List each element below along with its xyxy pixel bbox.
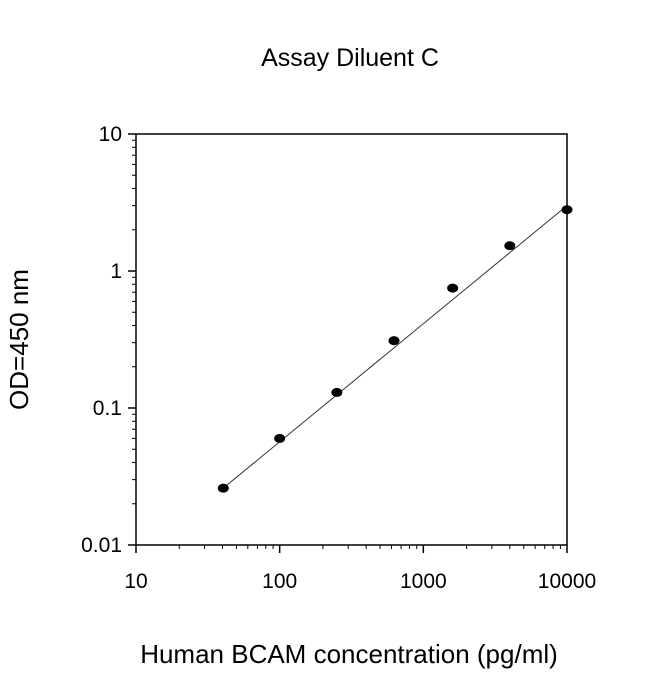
data-point [388, 336, 400, 346]
y-axis: 0.01 0.1 1 10 [81, 123, 136, 557]
data-point [217, 483, 229, 493]
data-point [447, 283, 459, 293]
regression-line [222, 205, 568, 489]
x-tick-label: 10 [124, 570, 147, 593]
y-axis-label: OD=450 nm [4, 269, 34, 410]
plot-frame [135, 133, 568, 546]
x-tick-label: 100 [262, 570, 297, 593]
data-points [217, 205, 573, 493]
data-point [331, 387, 343, 397]
x-axis: 10 100 1000 10000 [124, 545, 596, 593]
data-point [561, 205, 573, 215]
y-tick-label: 10 [99, 123, 122, 146]
plot-area: 0.01 0.1 1 10 10 100 1000 10000 [81, 123, 596, 593]
data-point [274, 433, 286, 443]
y-tick-label: 1 [110, 260, 122, 283]
y-tick-label: 0.01 [81, 534, 122, 557]
x-tick-label: 1000 [400, 570, 447, 593]
x-axis-label: Human BCAM concentration (pg/ml) [140, 639, 558, 669]
chart-title: Assay Diluent C [261, 44, 439, 72]
x-tick-label: 10000 [538, 570, 596, 593]
data-point [504, 241, 516, 251]
y-tick-label: 0.1 [93, 397, 122, 420]
